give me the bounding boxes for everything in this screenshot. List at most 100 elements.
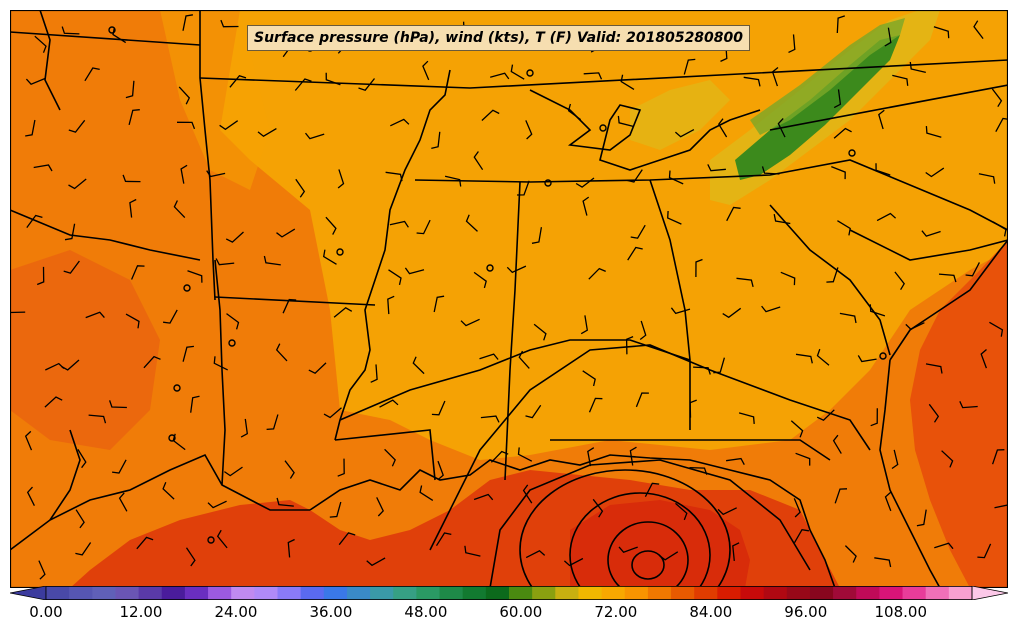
wind-barb [182, 14, 194, 31]
isobar-5 [489, 459, 811, 588]
wind-barb [325, 72, 341, 86]
wind-barb [225, 231, 244, 243]
coast-atlantic [889, 239, 1008, 361]
colorbar-segment [925, 586, 950, 600]
colorbar-segment [161, 586, 186, 600]
colorbar-segment [809, 586, 834, 600]
map-title: Surface pressure (hPa), wind (kts), T (F… [247, 25, 751, 51]
colorbar-segment [346, 586, 371, 600]
wind-barb [726, 457, 745, 466]
temperature-field-warm-west [10, 250, 160, 450]
wind-barb [925, 363, 943, 374]
wind-barb [894, 271, 905, 291]
wind-barb [190, 395, 200, 413]
wind-barb [338, 532, 356, 546]
wind-barb [588, 397, 603, 413]
colorbar-segment [647, 586, 672, 600]
wind-barb [412, 356, 425, 375]
wind-barb [668, 170, 684, 185]
wind-barb [587, 447, 595, 467]
wind-barb [215, 258, 235, 266]
wind-barb [358, 78, 376, 91]
isobar-7 [339, 339, 691, 421]
colorbar-segment [92, 586, 117, 600]
colorbar-min-arrow [10, 586, 47, 600]
border-ar-la [214, 296, 376, 306]
wind-barb [25, 77, 46, 85]
border-north-2 [199, 59, 1008, 89]
wind-barb [337, 458, 345, 477]
wind-barb [325, 216, 337, 235]
wind-barb [36, 266, 45, 286]
wind-barb [582, 370, 596, 387]
wind-barb [525, 404, 542, 419]
wind-barb [816, 348, 830, 366]
wind-barb [959, 401, 978, 409]
wind-barb [136, 536, 154, 550]
wind-barb [771, 66, 779, 87]
colorbar-segment [717, 586, 742, 600]
wind-barb [516, 180, 530, 196]
wind-barb [773, 213, 791, 225]
wind-barb [143, 355, 161, 369]
border-tn-south [414, 159, 1008, 231]
wind-barb [780, 271, 796, 286]
wind-barb [683, 58, 696, 75]
wind-barb [387, 295, 395, 315]
wind-barb [226, 313, 240, 330]
wind-barb [75, 509, 85, 529]
wind-barb [795, 452, 811, 466]
wind-barb [206, 170, 226, 178]
wind-barb [525, 550, 546, 559]
wind-barb [129, 198, 137, 218]
colorbar-tick-label: 108.00 [874, 603, 928, 621]
wind-barb [187, 270, 203, 283]
wind-barb [592, 498, 604, 518]
colorbar-segment [532, 586, 556, 600]
wind-barb [884, 27, 892, 47]
wind-barb [172, 433, 186, 451]
wind-barb [617, 115, 634, 128]
wind-barb [284, 460, 295, 479]
wind-barb [131, 265, 145, 280]
wind-barb [473, 271, 487, 289]
wind-barb [323, 407, 342, 419]
wind-barb [385, 171, 403, 182]
wind-barb [85, 311, 105, 319]
wind-barb [625, 335, 634, 355]
wind-barb [68, 178, 87, 190]
wind-barb [878, 109, 885, 130]
temperature-field-warm-core [570, 500, 750, 588]
wind-barb [582, 196, 590, 216]
wind-barb [44, 396, 63, 408]
wind-barb [639, 320, 647, 341]
wind-barb [481, 109, 500, 121]
colorbar-segment [740, 586, 765, 600]
colorbar-tick-label: 72.00 [594, 603, 638, 621]
wind-barb [304, 132, 325, 140]
wind-barb [416, 219, 431, 235]
wind-barb [26, 486, 35, 506]
wind-barb [216, 529, 228, 549]
wind-barb [366, 557, 386, 567]
colorbar-segment [694, 586, 718, 600]
colorbar-segment [763, 586, 788, 600]
wind-barb [732, 542, 740, 561]
colorbar-segment [208, 586, 232, 600]
wind-barb [941, 450, 954, 468]
wind-barb [118, 492, 128, 512]
colorbar-segment [462, 586, 487, 600]
colorbar-segment [370, 586, 394, 600]
colorbar-segment [300, 586, 325, 600]
isobar-3 [569, 492, 711, 588]
coast-texas [10, 453, 310, 551]
wind-barb [389, 220, 409, 228]
border-ms-al [504, 181, 521, 481]
wind-barb [25, 119, 36, 137]
wind-barb [925, 167, 945, 178]
wind-barb [667, 210, 682, 225]
wind-barb [891, 449, 899, 470]
wind-barb [793, 528, 810, 544]
wind-barb [738, 412, 755, 424]
wind-barb [991, 449, 1005, 465]
